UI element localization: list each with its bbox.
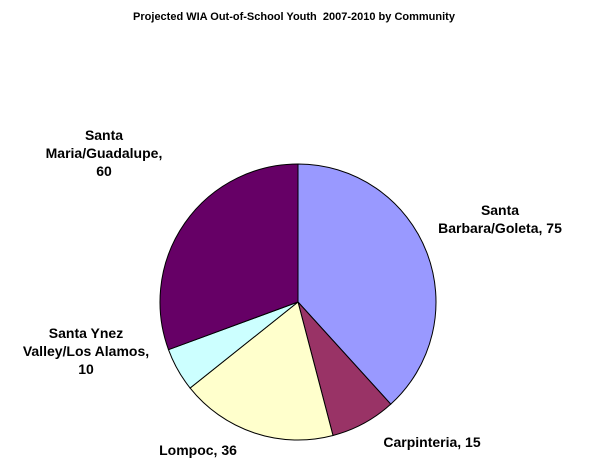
slice-label-line: Lompoc, 36 [159,442,237,458]
chart-title: Projected WIA Out-of-School Youth 2007-2… [133,11,456,23]
pie-slices [159,163,437,441]
pie-slice [189,301,334,441]
slice-label: Santa Ynez Valley/Los Alamos, 10 [23,325,149,377]
slice-label: Santa Maria/Guadalupe, 60 [46,127,163,179]
slice-label-line: Santa Ynez [49,325,123,341]
slice-label-line: 10 [78,361,94,377]
slice-label: Santa Barbara/Goleta, 75 [438,202,562,236]
slice-label: Lompoc, 36 [159,442,237,458]
pie-slice [297,163,437,405]
slice-label-line: Maria/Guadalupe, [46,145,163,161]
slice-label: Carpinteria, 15 [383,434,480,450]
slice-label-line: Santa [481,202,519,218]
slice-label-line: Barbara/Goleta, 75 [438,220,562,236]
slice-label-line: Carpinteria, 15 [383,434,480,450]
slice-label-line: Valley/Los Alamos, [23,343,149,359]
pie-slice [159,163,299,351]
slice-labels: Santa Barbara/Goleta, 75 Carpinteria, 15 Lo… [23,127,562,458]
slice-label-line: Santa [85,127,123,143]
slice-label-line: 60 [96,163,112,179]
